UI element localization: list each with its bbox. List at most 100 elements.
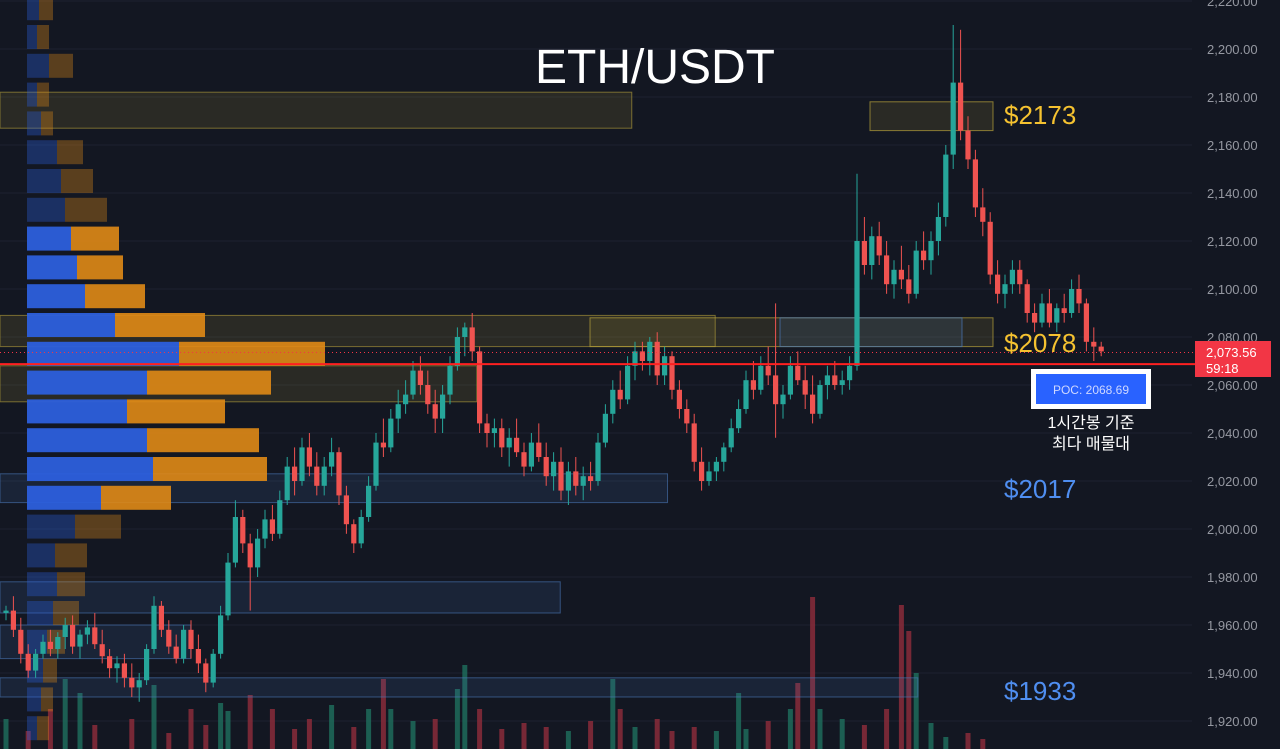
- candle-body: [210, 653, 216, 683]
- candle-body: [839, 380, 845, 385]
- volume-bar: [610, 679, 616, 749]
- candle-body: [99, 644, 105, 657]
- volume-bar: [306, 719, 312, 749]
- y-tick-label: 2,140.00: [1207, 186, 1258, 201]
- volume-bar: [499, 729, 505, 749]
- y-tick-label: 2,100.00: [1207, 282, 1258, 297]
- candle-body: [403, 394, 409, 405]
- volume-bar: [654, 719, 660, 749]
- volume-bar: [151, 685, 157, 749]
- candle-body: [121, 663, 127, 678]
- volume-bars: [3, 597, 986, 749]
- candle-body: [55, 637, 61, 649]
- candle-body: [824, 375, 830, 385]
- y-tick-label: 1,940.00: [1207, 666, 1258, 681]
- candle-body: [484, 423, 490, 433]
- candle-body: [632, 351, 638, 366]
- candle-body: [329, 452, 335, 467]
- candle-body: [3, 610, 9, 613]
- candle-body: [721, 447, 727, 462]
- candle-body: [388, 418, 394, 448]
- candle-body: [284, 466, 290, 501]
- candle-body: [654, 341, 660, 376]
- candle-body: [10, 610, 16, 630]
- candle-body: [255, 538, 261, 568]
- candle-body: [610, 389, 616, 414]
- volume-bar: [62, 679, 68, 749]
- candle-body: [588, 476, 594, 481]
- candle-body: [107, 656, 113, 669]
- candle-body: [928, 241, 934, 261]
- profile-buy-bar: [27, 572, 57, 597]
- volume-bar: [129, 719, 135, 749]
- profile-buy-bar: [27, 601, 53, 625]
- volume-bar: [462, 665, 468, 749]
- profile-sell-bar: [75, 514, 121, 539]
- volume-bar: [765, 721, 771, 749]
- candle-body: [536, 442, 542, 457]
- candle-body: [166, 629, 172, 647]
- profile-sell-bar: [147, 370, 271, 395]
- volume-bar: [47, 709, 53, 749]
- candle-body: [980, 207, 986, 222]
- candle-body: [506, 437, 512, 448]
- profile-sell-bar: [37, 716, 49, 741]
- level-labels: $2173 $2078 $2017 $1933: [1004, 100, 1076, 706]
- candle-body: [758, 365, 764, 390]
- candle-body: [366, 485, 372, 517]
- profile-buy-bar: [27, 140, 57, 165]
- profile-sell-bar: [147, 428, 259, 453]
- candle-body: [935, 217, 941, 241]
- candle-body: [232, 517, 238, 563]
- candle-body: [876, 236, 882, 256]
- volume-bar: [166, 733, 172, 749]
- candle-body: [958, 82, 964, 131]
- profile-sell-bar: [43, 658, 57, 683]
- profile-buy-bar: [27, 111, 41, 136]
- candle-body: [77, 634, 83, 647]
- profile-buy-bar: [27, 284, 85, 309]
- poc-note-line-2: 최다 매물대: [1052, 435, 1130, 453]
- candle-body: [543, 457, 549, 477]
- volume-bar: [203, 725, 209, 749]
- candle-body: [528, 442, 534, 467]
- profile-buy-bar: [27, 226, 71, 251]
- candle-body: [773, 375, 779, 405]
- candle-body: [477, 351, 483, 424]
- poc-callout-fill: [1036, 374, 1146, 404]
- candle-body: [188, 629, 194, 649]
- candlestick-series: [3, 25, 1104, 702]
- profile-sell-bar: [55, 543, 87, 568]
- candle-body: [499, 428, 505, 448]
- profile-buy-bar: [27, 82, 37, 107]
- candle-body: [514, 437, 520, 453]
- y-tick-label: 2,180.00: [1207, 90, 1258, 105]
- volume-bar: [454, 689, 460, 749]
- candle-body: [995, 274, 1001, 294]
- zone-box: [0, 677, 919, 698]
- candle-body: [92, 627, 98, 645]
- candle-body: [240, 517, 246, 544]
- volume-profile: [27, 0, 325, 741]
- candle-body: [225, 562, 231, 616]
- candle-body: [292, 466, 298, 481]
- profile-sell-bar: [39, 0, 53, 21]
- candle-body: [736, 409, 742, 429]
- price-axis[interactable]: 2,220.00 2,200.00 2,180.00 2,160.00 2,140.00…: [1207, 0, 1258, 729]
- profile-buy-bar: [27, 716, 37, 741]
- candle-body: [62, 625, 68, 637]
- candle-body: [432, 404, 438, 419]
- profile-sell-bar: [57, 572, 85, 597]
- profile-buy-bar: [27, 53, 49, 78]
- candle-body: [151, 605, 157, 649]
- countdown-label: 59:18: [1206, 361, 1239, 376]
- profile-sell-bar: [115, 313, 205, 337]
- candle-body: [358, 517, 364, 544]
- candle-body: [158, 605, 164, 630]
- volume-bar: [565, 731, 571, 749]
- candle-body: [129, 677, 135, 688]
- zone-box: [779, 317, 963, 348]
- overlay-lines: [0, 351, 1195, 366]
- volume-bar: [588, 721, 594, 749]
- zone-box: [0, 91, 633, 129]
